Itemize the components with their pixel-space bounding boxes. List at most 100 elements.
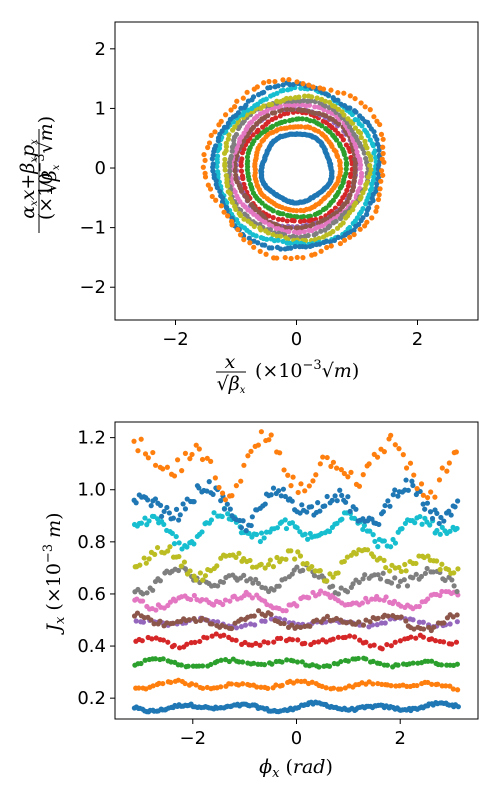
phase-space-point — [247, 181, 254, 187]
phase-space-point — [369, 215, 375, 221]
phase-space-point — [347, 234, 353, 240]
action-angle-point — [359, 600, 366, 606]
action-angle-point — [146, 518, 152, 524]
action-angle-point — [356, 483, 363, 489]
action-angle-y-tick-label: 0.4 — [77, 636, 106, 657]
phase-space-point — [381, 159, 387, 165]
action-angle-point — [271, 639, 277, 645]
action-angle-point — [432, 638, 439, 644]
phase-space-point — [222, 167, 228, 173]
action-angle-point — [215, 583, 221, 589]
action-angle-point — [434, 558, 440, 564]
action-angle-point — [442, 577, 448, 583]
phase-space-point — [280, 77, 286, 83]
action-angle-point — [192, 639, 198, 645]
action-angle-point — [224, 501, 230, 507]
action-angle-point — [193, 577, 199, 583]
action-angle-point — [317, 568, 323, 574]
phase-space-point — [316, 110, 322, 117]
phase-space-point — [225, 136, 231, 142]
action-angle-point — [140, 619, 147, 625]
action-angle-point — [421, 626, 427, 632]
phase-space-point — [293, 225, 299, 231]
action-angle-point — [357, 637, 363, 643]
phase-space-y-tick-label: −2 — [79, 277, 106, 298]
action-angle-point — [153, 635, 159, 641]
action-angle-point — [447, 528, 453, 534]
action-angle-point — [403, 477, 409, 483]
action-angle-point — [247, 557, 253, 564]
action-angle-point — [233, 625, 240, 631]
action-angle-point — [153, 607, 159, 613]
phase-space-point — [235, 226, 241, 233]
phase-space-point — [217, 188, 223, 195]
phase-space-point — [307, 243, 313, 250]
action-angle-point — [403, 465, 410, 471]
action-angle-point — [152, 496, 159, 502]
action-angle-point — [226, 658, 232, 665]
action-angle-point — [413, 491, 419, 498]
action-angle-point — [281, 620, 287, 627]
action-angle-point — [278, 493, 284, 499]
action-angle-point — [294, 659, 301, 665]
action-angle-point — [449, 641, 455, 647]
action-angle-point — [281, 467, 287, 473]
phase-space-point — [232, 124, 238, 130]
phase-space-point — [275, 216, 282, 222]
action-angle-point — [228, 681, 235, 687]
action-angle-point — [412, 520, 418, 526]
phase-space-y-tick-label: −1 — [79, 218, 106, 239]
phase-space-points — [200, 76, 387, 262]
phase-space-point — [335, 234, 341, 240]
phase-space-point — [306, 227, 312, 234]
action-angle-point — [310, 478, 316, 484]
action-angle-point — [221, 506, 228, 512]
phase-space-point — [352, 95, 358, 102]
phase-space-point — [269, 101, 275, 108]
phase-space-point — [225, 189, 231, 195]
phase-space-y-tick-label: 2 — [95, 39, 106, 60]
phase-space-point — [264, 108, 270, 114]
phase-space-point — [306, 102, 313, 108]
phase-space-point — [232, 104, 238, 110]
action-angle-point — [261, 535, 267, 541]
action-angle-y-tick-label: 0.6 — [77, 584, 106, 605]
action-angle-point — [343, 499, 349, 505]
action-angle-point — [313, 472, 319, 478]
phase-space-point — [376, 162, 382, 168]
phase-space-point — [298, 124, 304, 130]
phase-space-point — [358, 134, 364, 141]
action-angle-point — [209, 633, 215, 639]
action-angle-point — [177, 512, 183, 518]
phase-space-point — [214, 163, 220, 170]
action-angle-point — [218, 657, 224, 663]
action-angle-point — [166, 510, 172, 516]
action-angle-point — [413, 571, 419, 577]
phase-space-point — [250, 94, 257, 100]
phase-space-point — [320, 206, 327, 213]
action-angle-point — [392, 575, 398, 581]
phase-space-point — [307, 118, 313, 124]
action-angle-point — [154, 544, 161, 551]
action-angle-point — [366, 461, 372, 467]
action-angle-point — [367, 643, 373, 649]
phase-space-point — [302, 233, 308, 240]
phase-space-point — [336, 201, 342, 207]
phase-space-point — [250, 190, 257, 196]
action-angle-point — [335, 570, 341, 576]
action-angle-point — [277, 450, 283, 456]
phase-space-point — [323, 113, 329, 119]
action-angle-point — [274, 554, 280, 561]
svg-text:√βx: √βx — [39, 164, 62, 193]
action-angle-point — [441, 518, 447, 524]
action-angle-point — [138, 436, 144, 442]
action-angle-point — [376, 521, 382, 528]
phase-space-point — [341, 112, 347, 118]
action-angle-point — [369, 516, 375, 522]
action-angle-point — [455, 498, 461, 504]
phase-space-point — [264, 127, 270, 133]
action-angle-point — [294, 603, 300, 609]
action-angle-point — [449, 577, 455, 583]
action-angle-point — [429, 658, 435, 664]
action-angle-y-tick-label: 1.0 — [77, 480, 106, 501]
